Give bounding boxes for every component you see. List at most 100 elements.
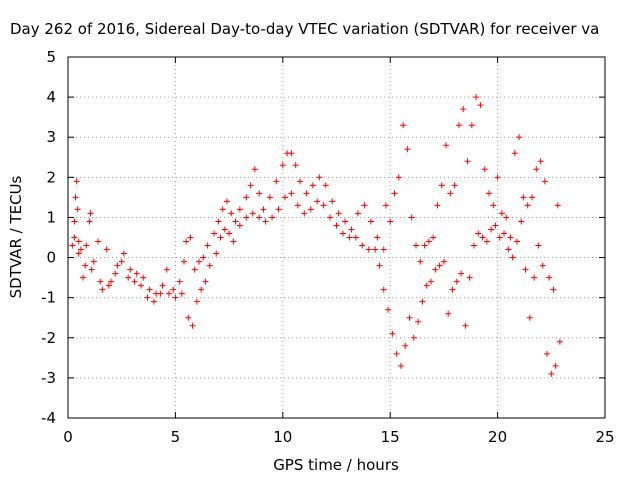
data-point-0-156 bbox=[372, 246, 379, 253]
data-point-0-69 bbox=[395, 174, 402, 181]
data-point-0-25 bbox=[170, 286, 177, 293]
data-point-0-126 bbox=[193, 298, 200, 305]
plot-frame bbox=[67, 56, 606, 419]
data-point-0-108 bbox=[75, 250, 82, 257]
data-point-0-75 bbox=[421, 242, 428, 249]
data-point-0-187 bbox=[505, 246, 512, 253]
data-point-0-132 bbox=[221, 226, 228, 233]
data-point-0-176 bbox=[458, 270, 465, 277]
x-tick-label: 15 bbox=[381, 428, 400, 446]
data-point-0-102 bbox=[537, 158, 544, 165]
data-point-0-96 bbox=[511, 150, 518, 157]
data-point-0-83 bbox=[455, 122, 462, 129]
data-point-0-31 bbox=[196, 258, 203, 265]
data-point-0-161 bbox=[393, 350, 400, 357]
data-point-0-26 bbox=[176, 278, 183, 285]
data-point-0-141 bbox=[275, 206, 282, 213]
data-point-0-144 bbox=[294, 202, 301, 209]
data-point-0-142 bbox=[281, 194, 288, 201]
data-point-0-17 bbox=[120, 250, 127, 257]
y-tick-label: -1 bbox=[41, 289, 56, 307]
data-point-0-3 bbox=[73, 178, 80, 185]
x-tick-label: 25 bbox=[595, 428, 614, 446]
x-tick-label: 0 bbox=[63, 428, 73, 446]
data-point-0-41 bbox=[243, 194, 250, 201]
chart-title: Day 262 of 2016, Sidereal Day-to-day VTE… bbox=[10, 20, 599, 38]
data-point-0-36 bbox=[219, 206, 226, 213]
data-point-0-110 bbox=[88, 266, 95, 273]
data-point-0-99 bbox=[524, 202, 531, 209]
data-point-0-6 bbox=[77, 246, 84, 253]
data-point-0-136 bbox=[243, 214, 250, 221]
y-tick-label: 0 bbox=[46, 249, 56, 267]
y-tick-label: -4 bbox=[41, 409, 56, 427]
x-axis-label: GPS time / hours bbox=[273, 456, 399, 474]
data-point-0-148 bbox=[320, 202, 327, 209]
data-point-0-10 bbox=[87, 210, 94, 217]
data-point-0-60 bbox=[348, 226, 355, 233]
data-point-0-174 bbox=[449, 286, 456, 293]
data-point-0-30 bbox=[191, 266, 198, 273]
data-point-0-188 bbox=[509, 254, 516, 261]
data-point-0-79 bbox=[438, 182, 445, 189]
x-tick-label: 20 bbox=[488, 428, 507, 446]
data-point-0-93 bbox=[498, 210, 505, 217]
data-point-0-42 bbox=[247, 182, 254, 189]
data-point-0-68 bbox=[391, 190, 398, 197]
data-point-0-7 bbox=[80, 274, 87, 281]
data-point-0-39 bbox=[232, 218, 239, 225]
data-point-0-40 bbox=[236, 206, 243, 213]
data-point-0-55 bbox=[316, 174, 323, 181]
data-point-0-72 bbox=[408, 214, 415, 221]
data-point-0-114 bbox=[118, 258, 125, 265]
data-point-0-92 bbox=[494, 174, 501, 181]
data-point-0-118 bbox=[144, 294, 151, 301]
data-point-0-18 bbox=[127, 266, 134, 273]
data-point-0-24 bbox=[163, 266, 170, 273]
data-point-0-149 bbox=[327, 214, 334, 221]
data-point-0-175 bbox=[453, 278, 460, 285]
data-point-0-189 bbox=[513, 238, 520, 245]
data-point-0-128 bbox=[202, 278, 209, 285]
data-point-0-76 bbox=[425, 238, 432, 245]
data-point-0-2 bbox=[72, 194, 79, 201]
x-tick-label: 10 bbox=[273, 428, 292, 446]
data-point-0-65 bbox=[380, 246, 387, 253]
data-point-0-66 bbox=[382, 202, 389, 209]
data-point-0-198 bbox=[552, 362, 559, 369]
data-point-0-163 bbox=[402, 342, 409, 349]
data-point-0-52 bbox=[296, 178, 303, 185]
data-point-0-5 bbox=[75, 238, 82, 245]
data-point-0-81 bbox=[447, 190, 454, 197]
data-point-0-127 bbox=[198, 286, 205, 293]
data-point-0-4 bbox=[74, 206, 81, 213]
data-point-0-178 bbox=[466, 274, 473, 281]
data-point-0-120 bbox=[159, 282, 166, 289]
data-point-0-109 bbox=[82, 262, 89, 269]
data-point-0-154 bbox=[359, 242, 366, 249]
data-point-0-38 bbox=[228, 210, 235, 217]
data-point-0-181 bbox=[479, 234, 486, 241]
data-point-0-134 bbox=[230, 238, 237, 245]
data-point-0-196 bbox=[544, 350, 551, 357]
data-point-0-130 bbox=[213, 250, 220, 257]
data-point-0-21 bbox=[146, 286, 153, 293]
data-point-0-9 bbox=[86, 218, 93, 225]
data-point-0-59 bbox=[342, 218, 349, 225]
data-point-0-151 bbox=[339, 230, 346, 237]
data-point-0-197 bbox=[548, 370, 555, 377]
data-point-0-116 bbox=[131, 278, 138, 285]
axis-tick-labels: 0 5 10 15 20 25 -4 -3 -2 -1 0 1 2 3 4 5 bbox=[41, 48, 615, 446]
data-point-0-97 bbox=[516, 134, 523, 141]
data-point-0-135 bbox=[236, 222, 243, 229]
y-tick-label: 2 bbox=[46, 168, 56, 186]
data-point-0-173 bbox=[445, 310, 452, 317]
data-point-0-155 bbox=[365, 246, 372, 253]
data-point-0-113 bbox=[112, 270, 119, 277]
data-point-0-67 bbox=[387, 218, 394, 225]
data-point-0-98 bbox=[520, 194, 527, 201]
data-point-0-179 bbox=[470, 242, 477, 249]
data-point-0-143 bbox=[288, 190, 295, 197]
data-point-0-8 bbox=[83, 242, 90, 249]
data-point-0-90 bbox=[486, 190, 493, 197]
